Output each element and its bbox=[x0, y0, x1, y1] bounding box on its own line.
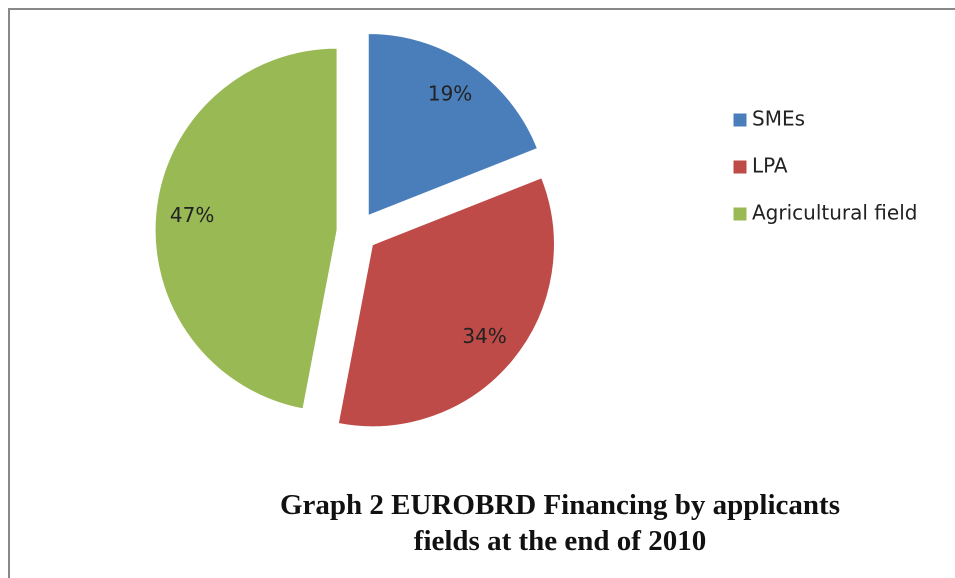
legend-label: SMEs bbox=[752, 107, 805, 131]
chart-frame bbox=[8, 8, 955, 578]
chart-title: Graph 2 EUROBRD Financing by applicants … bbox=[280, 489, 840, 557]
legend-label: LPA bbox=[752, 154, 788, 178]
pie-slice bbox=[154, 47, 338, 410]
pie-slice bbox=[367, 32, 539, 217]
legend-swatch bbox=[732, 206, 748, 222]
legend-swatch bbox=[732, 159, 748, 175]
data-label: 47% bbox=[170, 203, 214, 227]
legend-swatch bbox=[732, 112, 748, 128]
data-label: 19% bbox=[428, 82, 472, 106]
data-label: 34% bbox=[462, 324, 506, 348]
legend-label: Agricultural field bbox=[752, 201, 917, 225]
pie-slice bbox=[337, 177, 555, 428]
